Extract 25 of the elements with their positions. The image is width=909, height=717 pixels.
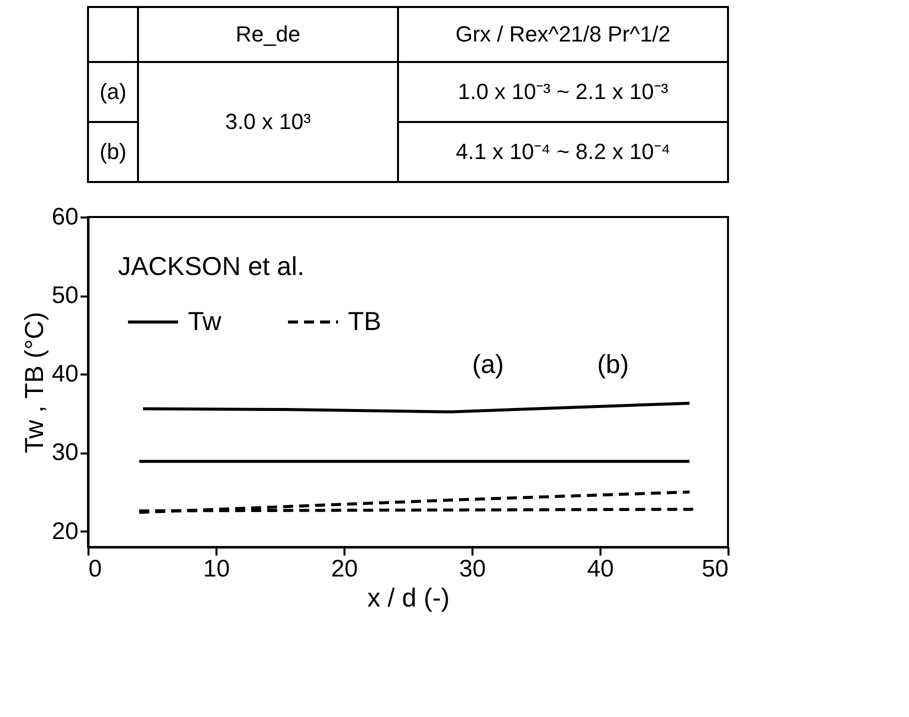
y-tick-label: 50: [52, 282, 78, 310]
annotation: (b): [597, 349, 629, 379]
text: 4.1 x 10⁻⁴ ~ 8.2 x 10⁻⁴: [456, 139, 670, 164]
x-tick-label: 10: [203, 556, 230, 582]
legend-label: TB: [348, 306, 382, 336]
text: 3.0 x 10³: [225, 109, 311, 134]
annotation: JACKSON et al.: [118, 251, 304, 281]
y-tick-label: 60: [52, 204, 78, 230]
y-tick-label: 40: [52, 360, 78, 388]
text: (a): [100, 79, 126, 104]
x-axis-title: x / d (-): [367, 582, 450, 612]
x-tick-label: 50: [702, 556, 728, 582]
y-tick-label: 30: [52, 439, 78, 466]
x-tick-label: 30: [459, 556, 486, 582]
legend-label: Tw: [188, 306, 222, 336]
y-axis-title: Tw , TB (°C): [18, 312, 49, 454]
text: (b): [100, 139, 126, 164]
y-tick-label: 20: [52, 518, 78, 545]
x-tick-label: 0: [88, 556, 102, 582]
text: 1.0 x 10⁻³ ~ 2.1 x 10⁻³: [458, 79, 668, 104]
annotation: (a): [472, 349, 504, 379]
x-tick-label: 20: [331, 556, 358, 582]
x-tick-label: 40: [587, 556, 614, 582]
text: Grx / Rex^21/8 Pr^1/2: [455, 22, 671, 46]
text: Re_de: [236, 22, 300, 46]
